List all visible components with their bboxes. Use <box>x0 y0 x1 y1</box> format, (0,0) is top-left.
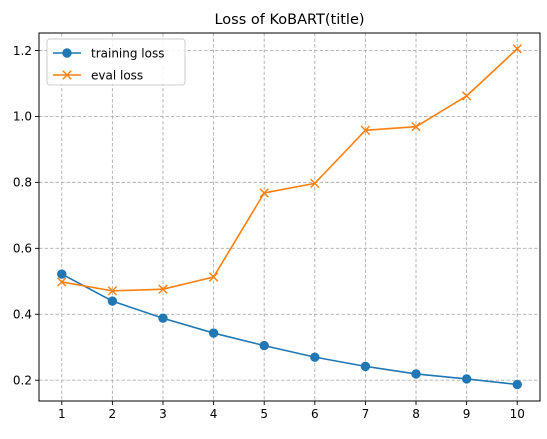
data-point <box>208 328 219 338</box>
data-point <box>360 125 371 135</box>
data-point <box>360 361 371 372</box>
y-tick-label: 1.2 <box>13 44 32 58</box>
x-tick-label: 7 <box>362 407 370 421</box>
y-tick-label: 0.8 <box>13 176 32 190</box>
x-tick-label: 2 <box>109 407 117 421</box>
x-tick-label: 1 <box>58 407 66 421</box>
data-point <box>411 369 421 379</box>
data-point <box>461 91 472 101</box>
series-line <box>61 273 518 386</box>
data-point <box>158 284 168 294</box>
data-point <box>461 374 472 384</box>
legend: training loss eval loss <box>46 38 186 86</box>
legend-label: eval loss <box>91 68 143 82</box>
x-tick-label: 9 <box>463 407 471 421</box>
series-line <box>61 48 518 292</box>
ticks: 1 2 3 4 5 6 7 8 9 10 0.2 0.4 0.6 0.8 1.0 1.2 <box>13 44 525 421</box>
data-point <box>259 340 269 351</box>
legend-item: eval loss <box>53 68 143 82</box>
x-tick-label: 6 <box>311 407 319 421</box>
legend-label: training loss <box>91 46 164 60</box>
x-tick-label: 8 <box>412 407 420 421</box>
y-tick-label: 0.4 <box>13 308 32 322</box>
series-eval-loss <box>57 44 522 296</box>
legend-box <box>46 38 186 86</box>
x-tick-label: 5 <box>260 407 268 421</box>
data-point <box>411 121 421 132</box>
legend-item: training loss <box>53 46 164 60</box>
series-layer <box>57 44 522 390</box>
data-point <box>57 277 67 287</box>
legend-swatch-marker <box>62 70 72 80</box>
data-point <box>310 352 320 362</box>
data-point <box>107 296 118 306</box>
x-tick-label: 3 <box>159 407 167 421</box>
chart-title: Loss of KoBART(title) <box>214 12 364 28</box>
data-point <box>57 269 67 279</box>
data-point <box>259 188 269 198</box>
data-point <box>310 178 320 189</box>
series-training-loss <box>57 269 522 390</box>
x-tick-label: 10 <box>510 407 525 421</box>
x-tick-label: 4 <box>210 407 218 421</box>
data-point <box>512 379 522 390</box>
legend-swatch-marker <box>62 48 72 58</box>
data-point <box>208 272 219 282</box>
data-point <box>512 44 522 54</box>
axes-frame <box>38 32 541 402</box>
y-tick-label: 1.0 <box>13 110 32 124</box>
data-point <box>107 286 118 296</box>
y-tick-label: 0.2 <box>13 374 32 388</box>
data-point <box>158 313 168 323</box>
grid <box>39 33 540 401</box>
y-tick-label: 0.6 <box>13 242 32 256</box>
